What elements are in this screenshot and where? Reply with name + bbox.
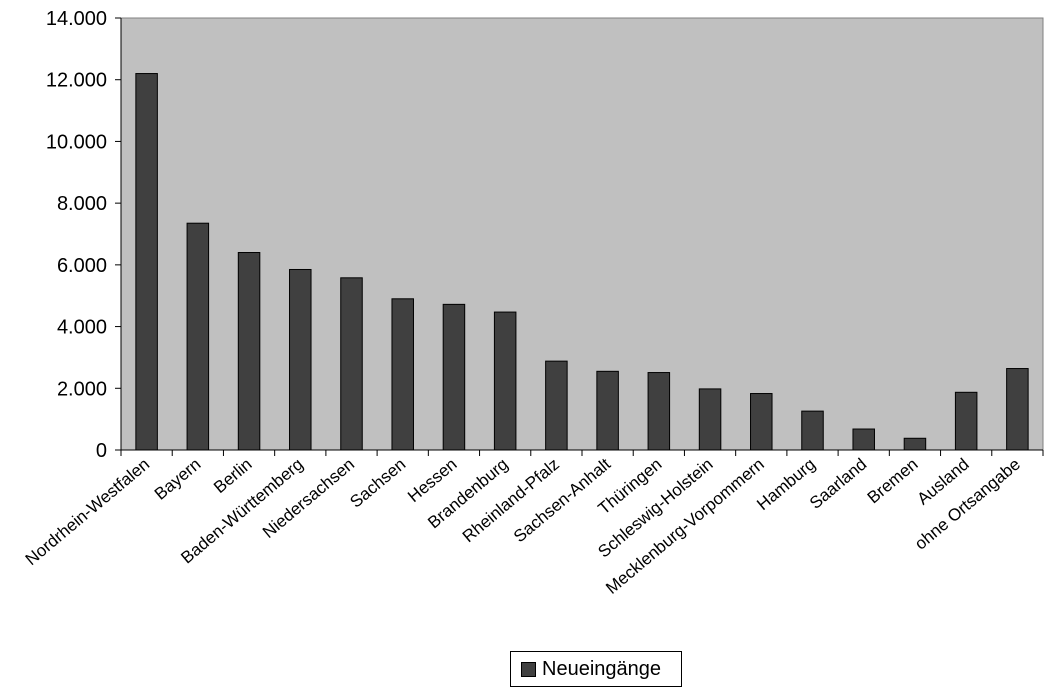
bar xyxy=(1006,368,1029,451)
y-tick-label: 12.000 xyxy=(46,70,107,92)
bar xyxy=(852,428,875,451)
y-tick-label: 8.000 xyxy=(57,193,107,215)
bar xyxy=(903,437,927,451)
bars xyxy=(135,73,1029,451)
bar xyxy=(750,393,773,451)
legend: Neueingänge xyxy=(510,651,682,687)
legend-label: Neueingänge xyxy=(542,657,661,680)
bar xyxy=(186,222,210,451)
y-tick-label: 2.000 xyxy=(57,378,107,400)
x-tick-label: Saarland xyxy=(806,455,870,513)
legend-swatch xyxy=(521,661,536,677)
bar xyxy=(596,370,619,451)
bar xyxy=(647,372,671,451)
x-tick-label: Bayern xyxy=(151,455,204,504)
y-tick-label: 6.000 xyxy=(57,255,107,277)
plot-area xyxy=(120,17,1044,451)
y-tick-label: 4.000 xyxy=(57,317,107,339)
x-tick-label: Berlin xyxy=(210,455,256,497)
y-axis: 0 2.000 4.000 6.000 8.000 10.000 12.000 14.000 xyxy=(46,8,122,462)
bar xyxy=(493,311,517,451)
bar xyxy=(237,252,261,451)
x-tick-label: Sachsen xyxy=(346,455,409,512)
x-tick-label: Niedersachsen xyxy=(259,455,358,542)
bar xyxy=(954,391,978,451)
y-tick-label: 10.000 xyxy=(46,131,107,153)
bar xyxy=(340,277,363,451)
bar xyxy=(135,73,158,451)
x-tick-label: Nordrhein-Westfalen xyxy=(22,455,153,570)
y-tick-label: 14.000 xyxy=(46,8,107,30)
bar xyxy=(442,303,466,451)
bar xyxy=(698,388,722,451)
x-tick-label: Bremen xyxy=(864,455,922,508)
bar xyxy=(391,298,414,451)
y-tick-label: 0 xyxy=(96,440,107,462)
x-tick-label: Hamburg xyxy=(753,455,819,514)
bar xyxy=(801,410,824,451)
bar xyxy=(545,360,568,451)
bar xyxy=(289,268,312,451)
